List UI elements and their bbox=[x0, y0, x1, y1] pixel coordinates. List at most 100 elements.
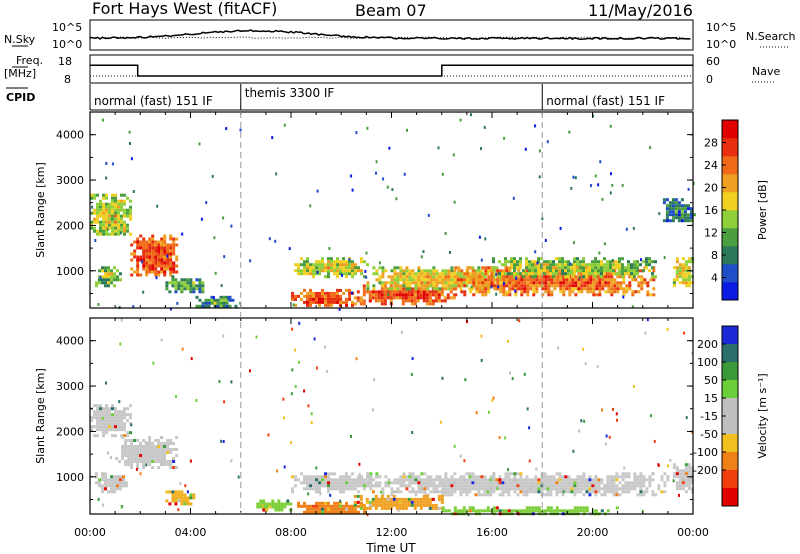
date-title: 11/May/2016 bbox=[588, 1, 693, 20]
velocity-colorbar-tick: -100 bbox=[693, 446, 718, 459]
time-xtick-label: 20:00 bbox=[577, 526, 609, 539]
velocity-colorbar-label: Velocity [m s⁻¹] bbox=[756, 373, 769, 458]
velocity-colorbar-swatch bbox=[722, 380, 738, 399]
power-echo-region bbox=[195, 295, 238, 308]
power-echo-region bbox=[294, 257, 369, 279]
time-xtick-label: 04:00 bbox=[175, 526, 207, 539]
time-xlabel: Time UT bbox=[365, 541, 416, 554]
power-echo-region bbox=[95, 266, 122, 288]
station-title: Fort Hays West (fitACF) bbox=[92, 0, 277, 18]
velocity-colorbar-tick: 200 bbox=[697, 338, 718, 351]
power-panel: 1000 2000 3000 4000 Slant Range [km] bbox=[34, 111, 696, 311]
velocity-colorbar-swatch bbox=[722, 452, 738, 471]
velocity-colorbar: 200 100 50 15 -15 -50 -100 -200 bbox=[693, 325, 739, 507]
power-colorbar-tick: 8 bbox=[711, 249, 718, 262]
velocity-colorbar-tick: -200 bbox=[693, 464, 718, 477]
nsearch-tick-bottom: 10^0 bbox=[706, 38, 736, 51]
power-colorbar: 4 8 12 16 20 24 28 bbox=[704, 119, 739, 301]
power-echo-region bbox=[662, 198, 696, 223]
time-xtick-label: 00:00 bbox=[74, 526, 106, 539]
velocity-echo-region bbox=[165, 490, 196, 506]
nsearch-trace bbox=[89, 36, 686, 40]
power-colorbar-tick: 28 bbox=[704, 137, 718, 150]
nave-tick-top: 60 bbox=[706, 55, 720, 68]
velocity-colorbar-swatch bbox=[722, 488, 738, 507]
velocity-colorbar-swatch bbox=[722, 470, 738, 489]
velocity-colorbar-tick: 100 bbox=[697, 356, 718, 369]
velocity-colorbar-swatch bbox=[722, 326, 738, 345]
power-colorbar-tick: 24 bbox=[704, 159, 718, 172]
velocity-colorbar-tick: -50 bbox=[700, 428, 718, 441]
velocity-colorbar-swatch bbox=[722, 416, 738, 435]
nsearch-tick-top: 10^5 bbox=[706, 21, 736, 34]
power-ytick-label: 4000 bbox=[56, 129, 84, 142]
velocity-colorbar-tick: -15 bbox=[700, 410, 718, 423]
velocity-echo-region bbox=[353, 494, 444, 510]
time-xtick-label: 00:00 bbox=[677, 526, 709, 539]
velocity-colorbar-swatch bbox=[722, 362, 738, 381]
cpid-mode-label: normal (fast) 151 IF bbox=[94, 94, 213, 108]
power-echo-region bbox=[672, 257, 694, 288]
nsky-trace bbox=[89, 29, 691, 41]
power-echo-region bbox=[291, 288, 354, 307]
time-xtick-label: 08:00 bbox=[275, 526, 307, 539]
power-colorbar-tick: 12 bbox=[704, 227, 718, 240]
velocity-scatter-points bbox=[97, 318, 694, 517]
velocity-echo-region bbox=[90, 404, 132, 438]
velocity-colorbar-tick: 15 bbox=[704, 392, 718, 405]
cpid-strip: CPID normal (fast) 151 IF themis 3300 IF n… bbox=[6, 84, 694, 111]
power-echo-region bbox=[165, 275, 205, 294]
velocity-panel: 1000 2000 3000 4000 Slant Range [km] bbox=[34, 317, 694, 517]
nsearch-label: N.Search bbox=[746, 30, 796, 43]
time-xtick-label: 16:00 bbox=[476, 526, 508, 539]
power-ytick-label: 2000 bbox=[56, 219, 84, 232]
power-colorbar-tick: 16 bbox=[704, 204, 718, 217]
power-colorbar-swatch bbox=[722, 138, 738, 157]
velocity-echo-region bbox=[297, 501, 366, 514]
nsky-tick-top: 10^5 bbox=[52, 21, 82, 34]
velocity-ytick-label: 3000 bbox=[56, 380, 84, 393]
power-colorbar-swatch bbox=[722, 264, 738, 283]
velocity-colorbar-swatch bbox=[722, 434, 738, 453]
power-colorbar-swatch bbox=[722, 156, 738, 175]
power-colorbar-swatch bbox=[722, 192, 738, 211]
velocity-echo-region bbox=[95, 472, 128, 494]
freq-tick-bottom: 8 bbox=[64, 73, 71, 86]
nave-label: Nave bbox=[752, 65, 780, 78]
velocity-ytick-label: 1000 bbox=[56, 471, 84, 484]
power-ytick-label: 1000 bbox=[56, 265, 84, 278]
cpid-mode-label: normal (fast) 151 IF bbox=[546, 94, 665, 108]
velocity-echo-region bbox=[366, 472, 670, 497]
power-colorbar-tick: 4 bbox=[711, 272, 718, 285]
nsky-tick-bottom: 10^0 bbox=[52, 38, 82, 51]
power-colorbar-label: Power [dB] bbox=[756, 180, 769, 240]
beam-title: Beam 07 bbox=[355, 1, 427, 20]
power-colorbar-swatch bbox=[722, 246, 738, 265]
freq-strip: Freq. [MHz] 18 8 60 0 Nave bbox=[4, 54, 780, 86]
power-scatter-points bbox=[91, 113, 695, 311]
velocity-ytick-label: 4000 bbox=[56, 335, 84, 348]
power-echo-region bbox=[492, 257, 657, 279]
power-ylabel: Slant Range [km] bbox=[34, 162, 47, 258]
velocity-colorbar-swatch bbox=[722, 344, 738, 363]
velocity-ytick-label: 2000 bbox=[56, 425, 84, 438]
velocity-colorbar-swatch bbox=[722, 398, 738, 417]
power-colorbar-swatch bbox=[722, 120, 738, 139]
time-xtick-label: 12:00 bbox=[376, 526, 408, 539]
velocity-echo-region bbox=[115, 436, 179, 469]
nave-tick-bottom: 0 bbox=[706, 73, 713, 86]
freq-trace bbox=[90, 64, 693, 77]
power-echo-region bbox=[130, 234, 179, 277]
cpid-label: CPID bbox=[6, 91, 35, 104]
power-ytick-label: 3000 bbox=[56, 174, 84, 187]
velocity-echo-region bbox=[672, 463, 694, 494]
power-colorbar-swatch bbox=[722, 174, 738, 193]
power-echo-region bbox=[90, 193, 132, 236]
velocity-colorbar-tick: 50 bbox=[704, 374, 718, 387]
freq-tick-top: 18 bbox=[58, 55, 72, 68]
freq-label: Freq. bbox=[16, 54, 43, 67]
freq-units-label: [MHz] bbox=[4, 67, 36, 80]
power-colorbar-swatch bbox=[722, 282, 738, 301]
nsky-label: N.Sky bbox=[4, 33, 36, 46]
